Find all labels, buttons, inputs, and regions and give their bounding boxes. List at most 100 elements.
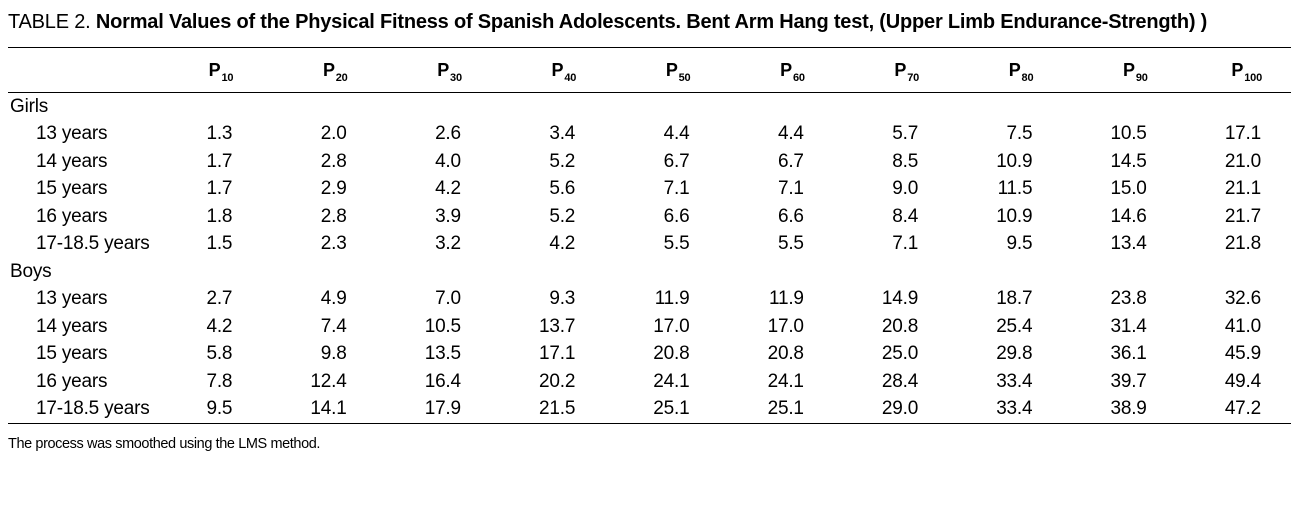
value-cell: 28.4 bbox=[881, 370, 919, 392]
value-cell: 1.8 bbox=[206, 205, 233, 227]
row-label: 17-18.5 years bbox=[36, 233, 150, 255]
column-header-p100: P100 bbox=[1176, 47, 1291, 93]
row-label: 13 years bbox=[36, 288, 108, 310]
value-cell: 9.5 bbox=[1006, 233, 1033, 255]
value-cell: 8.4 bbox=[892, 205, 919, 227]
value-cell: 17.9 bbox=[424, 398, 461, 420]
value-cell: 17.1 bbox=[1224, 123, 1261, 145]
value-cell: 16.4 bbox=[424, 370, 461, 392]
value-cell: 32.6 bbox=[1224, 288, 1261, 310]
value-cell: 2.6 bbox=[435, 123, 461, 145]
value-cell: 24.1 bbox=[767, 370, 804, 392]
row-label: 15 years bbox=[36, 343, 108, 365]
data-row: 14 years 1.7 2.8 4.0 5.2 6.7 6.7 8.5 10.9 14.5 21.… bbox=[8, 148, 1291, 176]
group-label: Girls bbox=[10, 95, 49, 117]
value-cell: 5.8 bbox=[206, 343, 233, 365]
value-cell: 4.4 bbox=[777, 123, 804, 145]
value-cell: 41.0 bbox=[1224, 315, 1261, 337]
value-cell: 6.6 bbox=[777, 205, 804, 227]
column-header-p20: P20 bbox=[262, 47, 377, 93]
value-cell: 39.7 bbox=[1110, 370, 1147, 392]
value-cell: 21.8 bbox=[1224, 233, 1261, 255]
value-cell: 7.4 bbox=[320, 315, 347, 337]
value-cell: 7.0 bbox=[435, 288, 461, 310]
value-cell: 5.6 bbox=[549, 178, 576, 200]
value-cell: 9.3 bbox=[549, 288, 576, 310]
value-cell: 2.9 bbox=[320, 178, 347, 200]
value-cell: 7.8 bbox=[206, 370, 233, 392]
value-cell: 1.3 bbox=[206, 123, 233, 145]
value-cell: 21.5 bbox=[539, 398, 576, 420]
row-label: 15 years bbox=[36, 178, 108, 200]
table-caption-label: TABLE 2. bbox=[8, 11, 91, 33]
value-cell: 20.8 bbox=[767, 343, 804, 365]
value-cell: 2.0 bbox=[320, 123, 347, 145]
percentile-header-row: P10 P20 P30 P40 P50 P60 P70 P80 P90 P100 bbox=[8, 47, 1291, 93]
value-cell: 7.1 bbox=[663, 178, 690, 200]
row-label: 13 years bbox=[36, 123, 108, 145]
value-cell: 5.2 bbox=[549, 205, 576, 227]
value-cell: 9.0 bbox=[892, 178, 919, 200]
table-caption-title: Normal Values of the Physical Fitness of… bbox=[95, 11, 1208, 33]
column-header-p40: P40 bbox=[490, 47, 606, 93]
value-cell: 7.5 bbox=[1006, 123, 1033, 145]
column-header-p10: P10 bbox=[148, 47, 263, 93]
data-row: 13 years 1.3 2.0 2.6 3.4 4.4 4.4 5.7 7.5 10.5 17.1 bbox=[8, 121, 1291, 149]
data-row: 14 years 4.2 7.4 10.5 13.7 17.0 17.0 20.8 25.4 31… bbox=[8, 313, 1291, 341]
stub-header-cell bbox=[8, 47, 148, 93]
data-row: 16 years 1.8 2.8 3.9 5.2 6.6 6.6 8.4 10.9 14.6 21.… bbox=[8, 203, 1291, 231]
value-cell: 1.7 bbox=[206, 150, 233, 172]
data-row: 15 years 5.8 9.8 13.5 17.1 20.8 20.8 25.0 29.8 36… bbox=[8, 341, 1291, 369]
value-cell: 21.1 bbox=[1224, 178, 1261, 200]
value-cell: 5.2 bbox=[549, 150, 576, 172]
row-label: 14 years bbox=[36, 150, 108, 172]
value-cell: 17.0 bbox=[653, 315, 690, 337]
value-cell: 17.1 bbox=[539, 343, 576, 365]
value-cell: 2.8 bbox=[320, 150, 347, 172]
value-cell: 24.1 bbox=[653, 370, 690, 392]
value-cell: 21.7 bbox=[1224, 205, 1261, 227]
value-cell: 14.9 bbox=[881, 288, 919, 310]
value-cell: 33.4 bbox=[996, 370, 1033, 392]
value-cell: 9.8 bbox=[320, 343, 347, 365]
row-label: 16 years bbox=[36, 370, 108, 392]
value-cell: 29.8 bbox=[996, 343, 1033, 365]
value-cell: 12.4 bbox=[310, 370, 347, 392]
value-cell: 38.9 bbox=[1110, 398, 1147, 420]
value-cell: 11.9 bbox=[654, 288, 690, 310]
value-cell: 1.7 bbox=[206, 178, 233, 200]
value-cell: 10.9 bbox=[996, 150, 1033, 172]
value-cell: 14.5 bbox=[1110, 150, 1147, 172]
value-cell: 13.5 bbox=[424, 343, 461, 365]
value-cell: 11.9 bbox=[769, 288, 804, 310]
group-label: Boys bbox=[10, 260, 52, 282]
value-cell: 5.5 bbox=[663, 233, 690, 255]
row-label: 16 years bbox=[36, 205, 108, 227]
value-cell: 23.8 bbox=[1110, 288, 1147, 310]
value-cell: 11.5 bbox=[997, 178, 1033, 200]
value-cell: 13.7 bbox=[539, 315, 576, 337]
data-row: 17-18.5 years 1.5 2.3 3.2 4.2 5.5 5.5 7.1 9.5 13.… bbox=[8, 231, 1291, 259]
column-header-p80: P80 bbox=[948, 47, 1063, 93]
percentile-table: P10 P20 P30 P40 P50 P60 P70 P80 P90 P100 Girls 13 … bbox=[8, 47, 1291, 424]
data-row: 16 years 7.8 12.4 16.4 20.2 24.1 24.1 28.4 33.4 3… bbox=[8, 368, 1291, 396]
value-cell: 21.0 bbox=[1224, 150, 1261, 172]
column-header-p70: P70 bbox=[833, 47, 949, 93]
value-cell: 4.2 bbox=[206, 315, 233, 337]
value-cell: 17.0 bbox=[767, 315, 804, 337]
value-cell: 13.4 bbox=[1110, 233, 1147, 255]
value-cell: 1.5 bbox=[206, 233, 233, 255]
value-cell: 18.7 bbox=[996, 288, 1033, 310]
value-cell: 5.5 bbox=[777, 233, 804, 255]
value-cell: 25.4 bbox=[996, 315, 1033, 337]
value-cell: 36.1 bbox=[1110, 343, 1147, 365]
value-cell: 5.7 bbox=[892, 123, 919, 145]
value-cell: 47.2 bbox=[1224, 398, 1261, 420]
value-cell: 8.5 bbox=[892, 150, 919, 172]
value-cell: 20.2 bbox=[539, 370, 576, 392]
row-label: 17-18.5 years bbox=[36, 398, 150, 420]
row-label: 14 years bbox=[36, 315, 108, 337]
group-row: Boys bbox=[8, 258, 1291, 286]
table-header: P10 P20 P30 P40 P50 P60 P70 P80 P90 P100 bbox=[8, 47, 1291, 93]
